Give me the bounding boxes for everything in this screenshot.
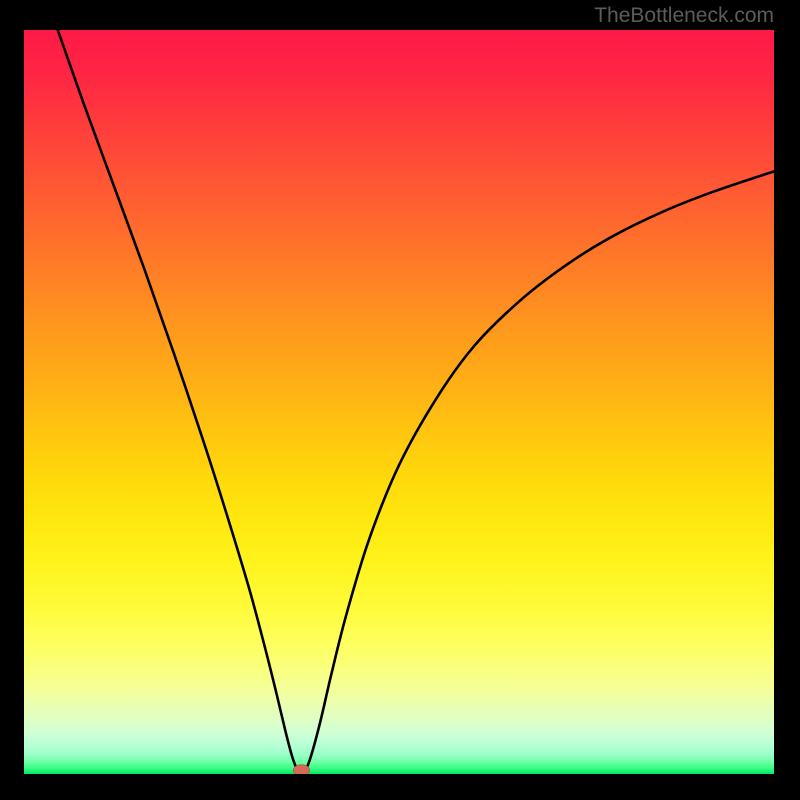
plot-svg — [24, 30, 774, 774]
plot-area — [24, 30, 774, 774]
chart-frame: TheBottleneck.com — [0, 0, 800, 800]
watermark-text: TheBottleneck.com — [594, 4, 774, 28]
gradient-background — [24, 30, 774, 774]
minimum-marker — [293, 765, 310, 774]
